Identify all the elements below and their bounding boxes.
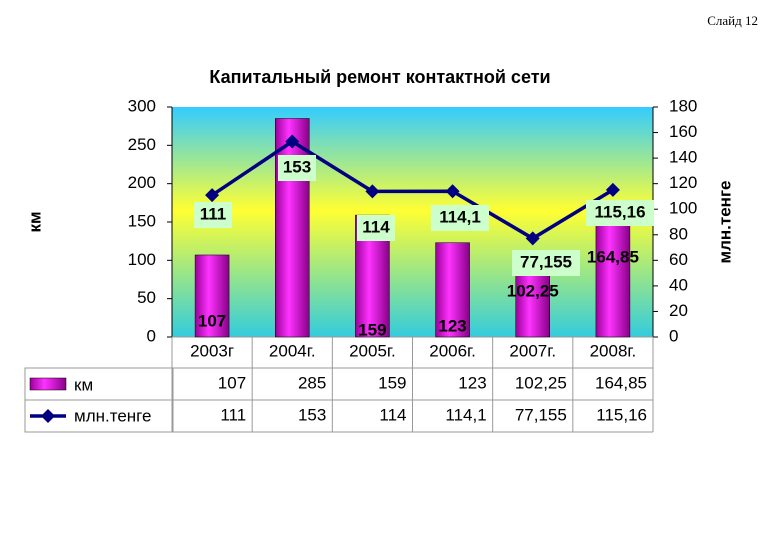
- table-cell: 159: [378, 373, 406, 392]
- y-tick-label: 0: [147, 326, 156, 345]
- y-tick-label: 50: [137, 288, 156, 307]
- legend-swatch: [29, 377, 67, 391]
- chart-title: Капитальный ремонт контактной сети: [209, 67, 550, 87]
- y-tick-label: 150: [128, 211, 156, 230]
- table-cell: 115,16: [596, 405, 647, 424]
- line-marker: [365, 184, 380, 199]
- line-label-box: [431, 205, 489, 231]
- slide-label: Слайд 12: [707, 13, 758, 28]
- line-value-label: 153: [283, 157, 311, 176]
- x-tick-label: 2006г.: [429, 341, 476, 360]
- bar-value-label: 123: [438, 316, 466, 335]
- table-cell: 153: [298, 405, 326, 424]
- y2-tick-label: 140: [669, 148, 697, 167]
- plot-area: [172, 107, 653, 337]
- legend-marker: [41, 409, 55, 423]
- line-marker: [525, 231, 540, 246]
- line-value-label: 115,16: [594, 202, 645, 221]
- y2-tick-label: 20: [669, 301, 688, 320]
- table-cell: 107: [218, 373, 246, 392]
- line-marker: [205, 188, 220, 203]
- line-marker: [445, 184, 460, 199]
- x-tick-label: 2008г.: [590, 341, 637, 360]
- line-marker: [605, 182, 620, 197]
- bar: [275, 118, 310, 338]
- line-label-box: [194, 202, 232, 228]
- line-label-box: [278, 155, 316, 181]
- line-value-label: 111: [200, 204, 227, 223]
- bar-value-label: 164,85: [587, 247, 639, 266]
- legend-label: км: [74, 375, 93, 394]
- x-tick-label: 2003г: [190, 341, 234, 360]
- line: [211, 139, 614, 241]
- line-label-box: [512, 250, 580, 276]
- y2-tick-label: 100: [669, 199, 697, 218]
- bar: [435, 242, 470, 338]
- bar: [595, 210, 631, 338]
- y2-tick-label: 40: [669, 275, 688, 294]
- table-cell: 111: [220, 405, 246, 424]
- table-cell: 77,155: [515, 405, 567, 424]
- line-value-label: 114: [362, 217, 390, 236]
- line-value-label: 77,155: [520, 252, 572, 271]
- bar: [194, 254, 230, 338]
- y2-tick-label: 60: [669, 250, 688, 269]
- y-tick-label: 100: [128, 250, 156, 269]
- y-tick-label: 300: [128, 96, 156, 115]
- y2-tick-label: 120: [669, 173, 697, 192]
- line-label-box: [586, 200, 654, 226]
- y-tick-label: 250: [128, 135, 156, 154]
- table-cell: 164,85: [595, 373, 647, 392]
- y-axis-label: км: [25, 211, 44, 232]
- table-cell: 114,1: [445, 405, 486, 424]
- bar-value-label: 102,25: [507, 281, 559, 300]
- table-cell: 285: [298, 373, 326, 392]
- legend-label: млн.тенге: [74, 406, 151, 425]
- y-tick-label: 200: [128, 173, 156, 192]
- bar-value-label: 159: [358, 320, 386, 339]
- bar-value-label: 107: [198, 311, 226, 330]
- table-cell: 114: [379, 405, 406, 424]
- line-label-box: [357, 215, 395, 241]
- line-value-label: 114,1: [439, 207, 481, 226]
- y2-tick-label: 180: [669, 96, 697, 115]
- y2-tick-label: 160: [669, 122, 697, 141]
- y2-tick-label: 0: [669, 326, 678, 345]
- table-cell: 123: [458, 373, 486, 392]
- x-tick-label: 2004г.: [269, 341, 316, 360]
- x-tick-label: 2005г.: [349, 341, 396, 360]
- x-tick-label: 2007г.: [509, 341, 556, 360]
- table-cell: 102,25: [515, 373, 567, 392]
- line-marker: [285, 134, 300, 149]
- y2-axis-label: млн.тенге: [715, 181, 734, 264]
- y2-tick-label: 80: [669, 224, 688, 243]
